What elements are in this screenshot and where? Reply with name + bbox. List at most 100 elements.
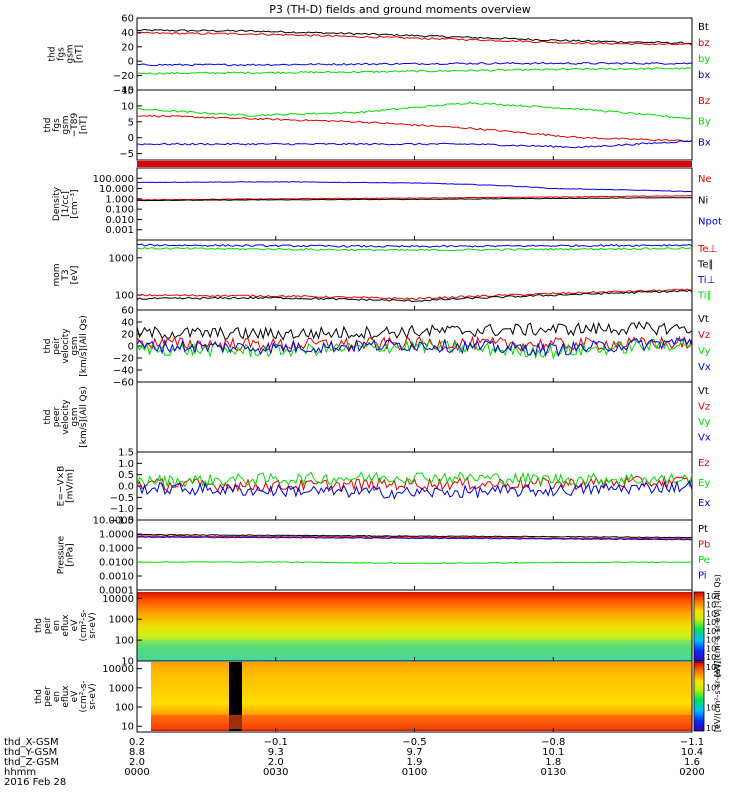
y-tick-label: 0.0010 [99,572,134,583]
y-tick-label: −40 [113,86,134,97]
y-axis-label: thd [43,339,53,354]
y-tick-label: 1.5 [118,448,134,459]
y-tick-label: 1000 [109,683,134,694]
legend-entry: Ne [698,174,712,185]
y-axis-label: eflux [61,685,71,708]
colorbar-tick-label: 10⁵ [706,618,719,627]
y-tick-label: −60 [113,378,134,389]
y-tick-label: 100.000 [93,174,134,185]
y-axis-label: gsm [61,115,71,134]
legend-entry: Vz [698,402,710,413]
y-tick-label: 10.000 [99,184,134,195]
y-tick-label: 0 [128,57,134,68]
x-axis-value: −0.5 [402,737,426,748]
y-axis-label: [km/s](All Qs) [79,386,89,448]
y-axis-label: en [52,620,62,631]
panel-frame-peer-velocity [136,381,693,453]
legend-entry: Vz [698,330,710,341]
y-axis-label: peir [43,616,53,634]
y-tick-label: 10 [121,101,134,112]
y-axis-label: T3 [61,269,71,281]
y-tick-label: 0.5 [118,470,134,481]
y-tick-label: −20 [113,354,134,365]
x-axis-value: 10.1 [542,747,564,758]
x-axis-value: 2.0 [129,757,145,768]
legend-entry: Vy [698,346,711,357]
y-axis-label: fgs [52,118,62,132]
y-tick-label: 0.001 [105,225,134,236]
x-axis-value: −1.1 [680,737,704,748]
series-line-bx [136,61,693,67]
y-tick-label: −20 [113,71,134,82]
legend-entry: Pi [698,571,707,582]
y-tick-label: −5 [119,149,134,160]
legend-entry: Bx [698,137,711,148]
y-tick-label: 0 [128,342,134,353]
y-tick-label: 20 [121,42,134,53]
y-axis-label: thd [48,47,58,62]
x-axis-value: 0130 [541,767,566,778]
x-axis-value: 0.2 [129,737,145,748]
peir-spectrogram-texture [137,640,692,661]
colorbar-label: [eV/(cm²-s-sr-eV)] (All Qs) [713,574,722,677]
x-axis-value: −0.8 [541,737,565,748]
y-axis-label: thd [43,118,53,133]
legend-entry: Ti∥ [697,291,712,302]
y-tick-label: 15 [121,86,134,97]
x-axis-date: 2016 Feb 28 [4,777,66,788]
colorbar-tick-label: 10⁴ [706,704,719,713]
colorbar-tick-label: 10⁶ [706,683,719,692]
y-tick-label: 10 [121,722,134,733]
y-tick-label: −40 [113,366,134,377]
y-axis-label: peer [43,686,53,707]
colorbar-tick-label: 10⁷ [706,601,719,610]
y-axis-label: (cm²-s- [79,680,89,712]
y-tick-label: 0.0001 [99,586,134,597]
series-line-Ti∥ [136,246,693,252]
y-axis-label: E=−V×B [57,466,67,507]
y-axis-label: eV [70,619,80,632]
y-tick-label: −1.5 [110,516,134,527]
x-axis-value: 0100 [402,767,427,778]
y-axis-label: en [52,691,62,702]
legend-entry: Vt [698,314,709,325]
peir-spectrogram [137,592,692,661]
colorbar-tick-label: 10⁸ [706,663,719,672]
y-tick-label: 0.0 [118,482,134,493]
legend-entry: Npot [698,217,722,228]
series-line-Te⊥ [136,288,693,300]
y-tick-label: 20 [121,330,134,341]
y-axis-label: thd [34,689,44,704]
y-tick-label: 100 [115,703,134,714]
y-axis-label: [mV/m] [66,469,76,503]
legend-entry: Vt [698,386,709,397]
legend-entry: Pt [698,524,708,535]
legend-entry: Ey [698,478,710,489]
y-axis-label: velocity [61,399,71,435]
y-tick-label: 1.0 [118,459,134,470]
colorbar-tick-label: 10¹ [706,653,719,662]
peer-data-gap-black [229,662,242,731]
legend-entry: Pb [698,540,710,551]
x-axis-row-label: thd_X-GSM [4,737,59,748]
series-line-By [136,101,693,120]
legend-entry: Ti⊥ [697,275,715,286]
series-line-Npot [136,181,693,193]
x-axis-value: 0000 [124,767,149,778]
y-axis-label: [1/cc] [61,191,71,217]
series-line-Pi [136,536,692,541]
series-line-Vt [136,321,693,341]
x-axis-value: 9.7 [407,747,423,758]
y-tick-label: −1.0 [110,504,134,515]
y-axis-label: peir [52,337,62,355]
y-axis-label: mom [52,263,62,286]
legend-entry: Ni [698,195,708,206]
series-line-by [136,67,693,75]
colorbar-tick-label: 10⁴ [706,627,719,636]
series-line-Ne [136,195,693,201]
series-line-Ex [136,479,693,500]
y-tick-label: 60 [121,14,134,25]
y-tick-label: 1000 [109,253,134,264]
